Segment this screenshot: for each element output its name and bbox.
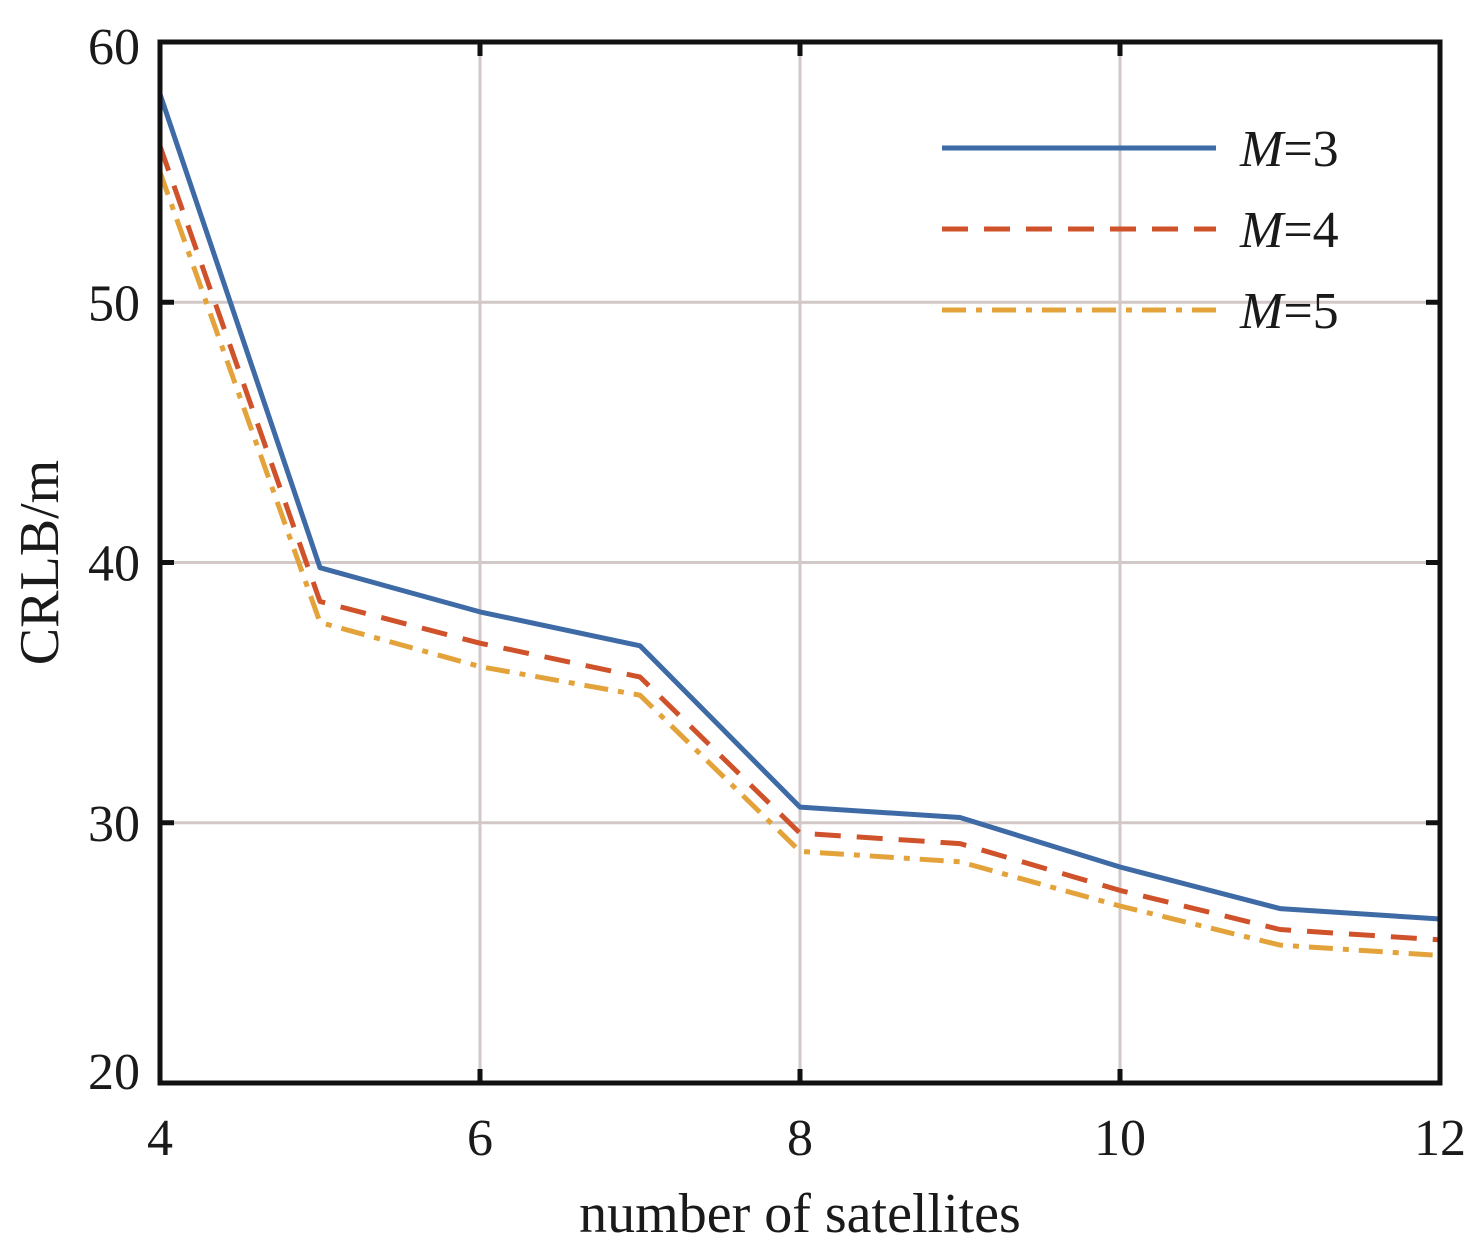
- x-tick-label: 10: [1094, 1110, 1146, 1167]
- legend-label: M=4: [1239, 202, 1339, 259]
- y-tick-label: 50: [88, 275, 140, 332]
- series-lines: [157, 93, 1441, 958]
- tick-marks: [157, 39, 1443, 1086]
- series-line-m4: [157, 145, 1441, 943]
- x-tick-label: 4: [147, 1110, 173, 1167]
- legend-label: M=5: [1239, 283, 1339, 340]
- x-tick-labels: 4 6 8 10 12: [147, 1110, 1466, 1167]
- legend: M=3 M=4 M=5: [942, 121, 1339, 340]
- x-tick-label: 6: [467, 1110, 493, 1167]
- y-tick-label: 30: [88, 796, 140, 853]
- y-tick-labels: 20 30 40 50 60: [88, 19, 140, 1101]
- x-tick-label: 12: [1414, 1110, 1466, 1167]
- y-axis-label: CRLB/m: [9, 460, 71, 665]
- y-tick-label: 60: [88, 19, 140, 76]
- x-tick-label: 8: [787, 1110, 813, 1167]
- x-axis-label: number of satellites: [579, 1183, 1021, 1245]
- y-tick-label: 20: [88, 1044, 140, 1101]
- y-tick-label: 40: [88, 536, 140, 593]
- legend-label: M=3: [1239, 121, 1339, 178]
- series-line-m5: [157, 171, 1441, 958]
- series-line-m3: [157, 93, 1441, 922]
- grid-lines: [160, 42, 1440, 1083]
